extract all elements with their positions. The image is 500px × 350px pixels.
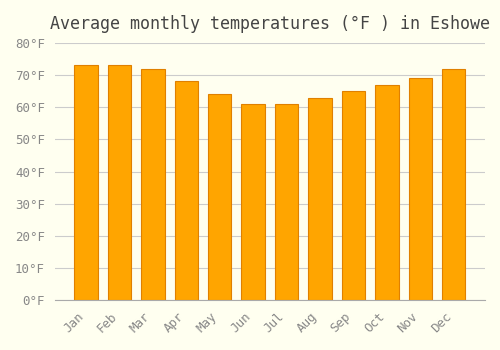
Bar: [442, 69, 466, 300]
Bar: [408, 78, 432, 300]
Title: Average monthly temperatures (°F ) in Eshowe: Average monthly temperatures (°F ) in Es…: [50, 15, 490, 33]
Bar: [108, 65, 131, 300]
Bar: [141, 69, 165, 300]
Bar: [275, 104, 298, 300]
Bar: [308, 98, 332, 300]
Bar: [174, 82, 198, 300]
Bar: [74, 65, 98, 300]
Bar: [342, 91, 365, 300]
Bar: [375, 85, 398, 300]
Bar: [242, 104, 265, 300]
Bar: [208, 94, 232, 300]
